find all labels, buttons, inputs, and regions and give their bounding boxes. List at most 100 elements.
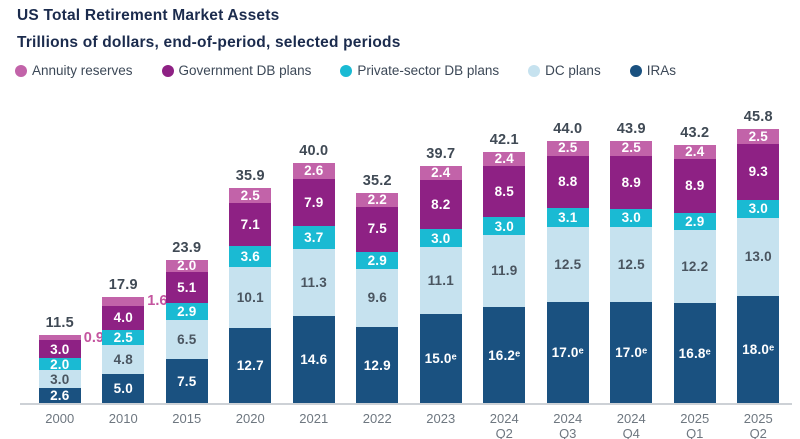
bar-column: 42.1 2.4 8.5 3.0 11.9 16.2ᵉ 2024 Q2	[473, 100, 537, 439]
stacked-bar: 2.5 9.3 3.0 13.0 18.0ᵉ	[737, 129, 780, 404]
bar-segment-label: 12.7	[236, 358, 264, 374]
legend-dot-icon	[528, 64, 541, 77]
bar-segment-dc-plans: 11.1	[419, 247, 462, 314]
x-axis-label: 2022	[362, 411, 392, 426]
bar-segment-government-db-plans: 8.2	[419, 180, 462, 230]
bar-segment-label: 2.9	[177, 303, 197, 319]
x-axis-label: 2020	[235, 411, 265, 426]
legend-item: DC plans	[528, 63, 601, 78]
legend-item-label: DC plans	[545, 63, 601, 78]
bar-segment-label: 15.0ᵉ	[424, 351, 457, 367]
bar-segment-iras: 18.0ᵉ	[737, 296, 780, 404]
bar-segment-dc-plans: 10.1	[229, 267, 272, 328]
bar-segment-private-sector-db-plans: 3.0	[737, 200, 780, 218]
bar-column: 39.7 2.4 8.2 3.0 11.1 15.0ᵉ 2023	[409, 100, 473, 426]
bar-segment-private-sector-db-plans: 2.5	[102, 329, 145, 346]
bar-segment-private-sector-db-plans: 2.9	[356, 251, 399, 270]
page-title: US Total Retirement Market Assets	[17, 7, 280, 24]
bar-segment-private-sector-db-plans: 3.7	[292, 226, 335, 249]
bar-total-label: 42.1	[489, 132, 519, 149]
bar-segment-label: 2.2	[367, 192, 387, 208]
bar-segment-government-db-plans: 7.9	[292, 179, 335, 227]
stacked-bar: 2.4 8.5 3.0 11.9 16.2ᵉ	[483, 152, 526, 404]
bar-segment-dc-plans: 12.5	[546, 227, 589, 302]
stacked-bar: 2.6 7.9 3.7 11.3 14.6	[292, 163, 335, 404]
bar-segment-label: 5.0	[113, 381, 133, 397]
bar-segment-label: 2.5	[240, 187, 260, 203]
bar-segment-annuity-reserves: 2.5	[229, 187, 272, 204]
bar-total-label: 17.9	[108, 276, 138, 293]
legend-item: Annuity reserves	[15, 63, 133, 78]
annuity-outside-label: 1.6	[147, 293, 168, 310]
bar-segment-label: 10.1	[236, 289, 264, 305]
bar-segment-label: 8.2	[431, 197, 451, 213]
bar-segment-private-sector-db-plans: 2.0	[38, 358, 81, 371]
bar-segment-dc-plans: 11.3	[292, 248, 335, 317]
legend-dot-icon	[161, 64, 174, 77]
bar-segment-label: 11.3	[300, 274, 327, 290]
legend-dot-icon	[15, 64, 27, 77]
bar-segment-iras: 2.6	[38, 388, 81, 404]
stacked-bar: 2.2 7.5 2.9 9.6 12.9	[356, 192, 399, 404]
bar-segment-label: 7.5	[177, 373, 197, 389]
bar-segment-government-db-plans: 7.1	[229, 203, 272, 246]
bar-segment-government-db-plans: 3.0	[38, 340, 81, 359]
bar-segment-label: 16.2ᵉ	[488, 347, 521, 363]
bar-segment-iras: 16.2ᵉ	[483, 306, 526, 404]
chart-legend: Annuity reserves Government DB plans Priva…	[15, 63, 676, 78]
bar-segment-private-sector-db-plans: 3.0	[610, 209, 653, 227]
legend-item-label: Private-sector DB plans	[357, 63, 500, 78]
bar-segment-label: 12.5	[554, 256, 582, 272]
stacked-bar: 1.6 4.0 2.5 4.8 5.0	[102, 293, 167, 404]
bar-total-label: 45.8	[743, 109, 773, 126]
bar-segment-label: 2.5	[113, 329, 133, 345]
page-subtitle: Trillions of dollars, end-of-period, sel…	[17, 34, 401, 51]
bar-column: 35.9 2.5 7.1 3.6 10.1 12.7 2020	[219, 100, 283, 426]
bar-segment-iras: 16.8ᵉ	[673, 303, 716, 404]
bar-segment-government-db-plans: 7.5	[356, 206, 399, 252]
bar-segment-label: 17.0ᵉ	[551, 345, 584, 361]
legend-item: IRAs	[629, 63, 676, 78]
bar-segment-iras: 14.6	[292, 316, 335, 404]
legend-item: Private-sector DB plans	[340, 63, 499, 78]
legend-item-label: Annuity reserves	[32, 63, 133, 78]
bar-segment-annuity-reserves: 2.4	[483, 152, 526, 167]
bar-segment-label: 2.0	[177, 258, 197, 274]
bar-column: 40.0 2.6 7.9 3.7 11.3 14.6 2021	[282, 100, 346, 426]
bar-segment-label: 3.0	[50, 341, 70, 357]
bar-segment-annuity-reserves: 2.5	[610, 140, 653, 156]
bar-segment-label: 8.5	[494, 184, 514, 200]
bar-segment-government-db-plans: 8.9	[610, 155, 653, 209]
legend-item-label: IRAs	[646, 63, 676, 78]
bar-segment-label: 16.8ᵉ	[678, 345, 711, 361]
bar-segment-label: 7.5	[367, 221, 387, 237]
bar-segment-dc-plans: 4.8	[102, 345, 145, 374]
bar-segment-label: 3.0	[431, 230, 451, 246]
bar-segment-iras: 17.0ᵉ	[546, 302, 589, 404]
bar-segment-label: 2.6	[304, 163, 324, 179]
bar-column: 23.9 2.0 5.1 2.9 6.5 7.5 2015	[155, 100, 219, 426]
bar-column: 45.8 2.5 9.3 3.0 13.0 18.0ᵉ 2025 Q2	[727, 100, 791, 439]
bar-column: 35.2 2.2 7.5 2.9 9.6 12.9 2022	[346, 100, 410, 426]
bar-segment-label: 13.0	[744, 249, 772, 265]
bar-segment-government-db-plans: 5.1	[165, 272, 208, 303]
legend-dot-icon	[629, 64, 642, 77]
bar-segment-label: 8.9	[621, 174, 641, 190]
bar-segment-government-db-plans: 9.3	[737, 144, 780, 200]
bar-segment-label: 2.5	[558, 140, 578, 156]
bar-segment-label: 17.0ᵉ	[615, 345, 648, 361]
bar-segment-private-sector-db-plans: 2.9	[673, 212, 716, 231]
bar-segment-label: 2.6	[50, 388, 70, 404]
annuity-outside-label: 0.9	[83, 329, 104, 346]
bar-segment-private-sector-db-plans: 2.9	[165, 302, 208, 320]
stacked-bar: 2.5 7.1 3.6 10.1 12.7	[229, 187, 272, 404]
bar-segment-dc-plans: 12.5	[610, 227, 653, 302]
x-axis-label: 2015	[172, 411, 202, 426]
bar-segment-label: 8.8	[558, 174, 578, 190]
bar-segment-label: 7.1	[240, 216, 260, 232]
bar-segment-government-db-plans: 8.8	[546, 155, 589, 209]
stacked-bar: 2.0 5.1 2.9 6.5 7.5	[165, 258, 208, 404]
bar-segment-label: 5.1	[177, 279, 197, 295]
bar-segment-label: 12.5	[617, 256, 645, 272]
bar-segment-label: 9.6	[367, 290, 387, 306]
